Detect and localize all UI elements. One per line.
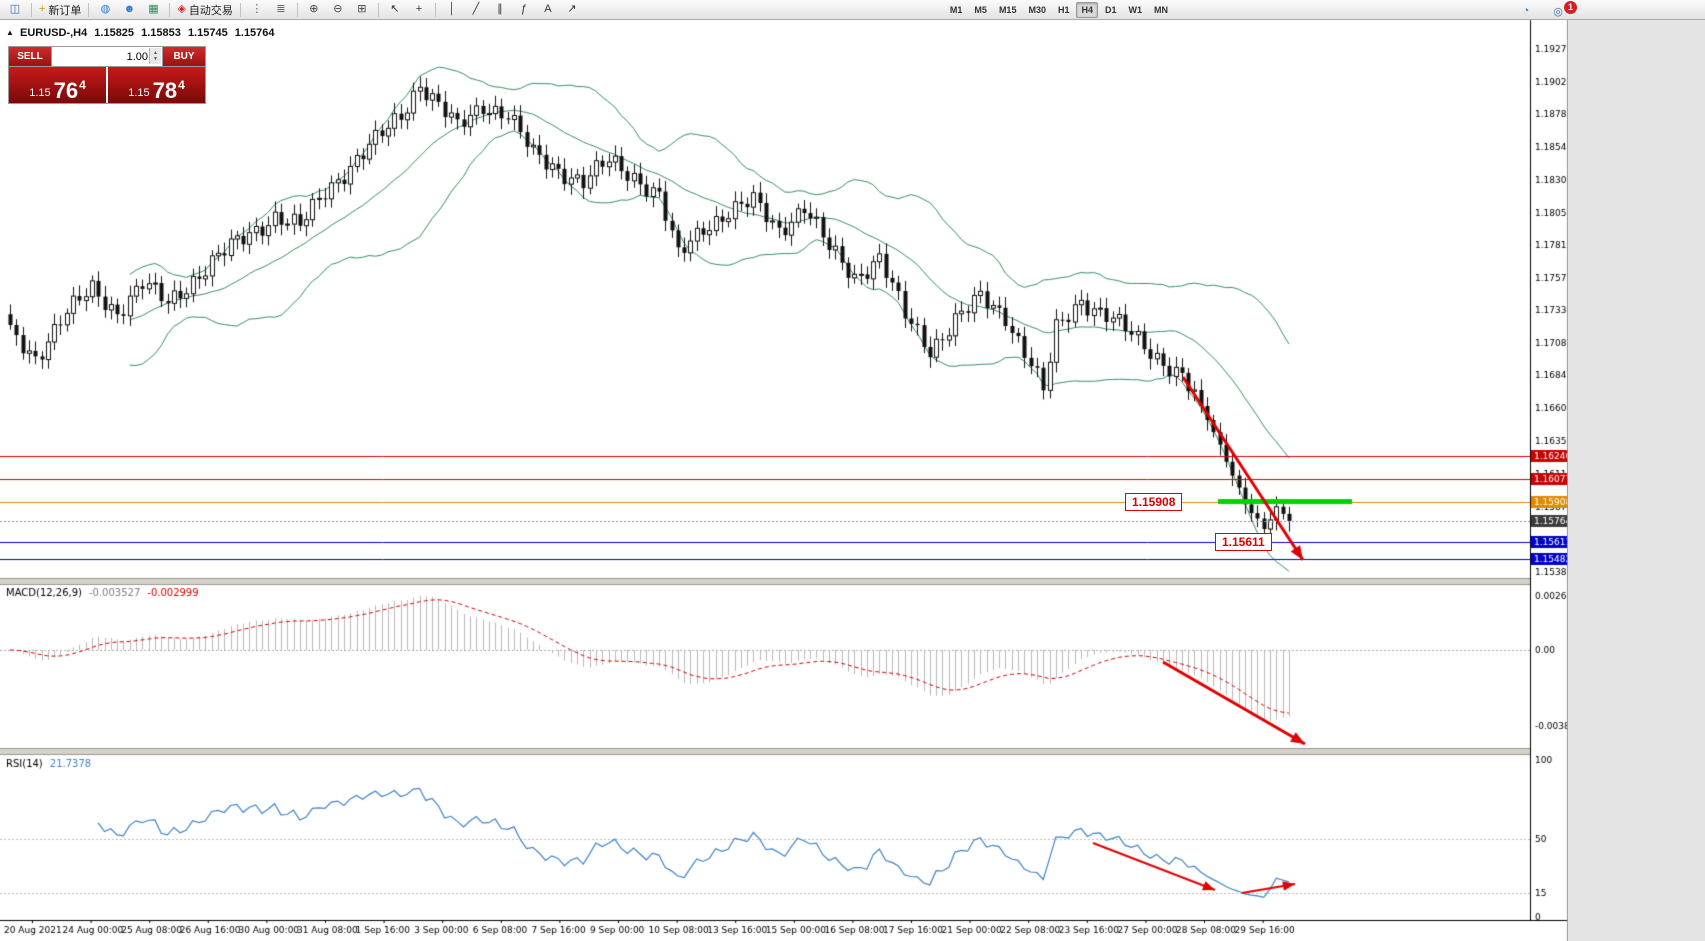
open-price: 1.15825 [94, 27, 135, 39]
timeframe-m15[interactable]: M15 [998, 4, 1017, 15]
ideas-icon[interactable]: ◍ [93, 1, 117, 19]
toolbar-separator [239, 2, 241, 17]
toolbar-right-icons: ◔ ◎ [1514, 2, 1570, 20]
symbol-timeframe: EURUSD-,H4 [19, 27, 88, 39]
tick-chart-icon: ⋮ [251, 3, 263, 15]
toolbar-groups: ◫ + 新订单 ◍ ☻ ▦ ◈ 自动交易 ⋮ ≣ ⊕ ⊖ ⊞ ↖ + │ ╱ ∥ ƒ A ↗ [3, 1, 584, 19]
trendline-tool[interactable]: ╱ [464, 1, 488, 19]
chart-ohlc-header: ▲ EURUSD-,H4 1.15825 1.15853 1.15745 1.1… [6, 27, 279, 39]
new-order-button-label: 新订单 [48, 4, 82, 17]
spin-down-icon[interactable]: ▼ [153, 56, 158, 62]
price-level-label-115611[interactable]: 1.15611 [1215, 533, 1272, 551]
price-level-label-115908[interactable]: 1.15908 [1125, 493, 1183, 511]
autotrading-button-label: 自动交易 [188, 4, 233, 17]
zoom-in-icon: ⊕ [309, 3, 319, 15]
depth-of-market-icon[interactable]: ≣ [269, 1, 293, 19]
volume-input[interactable]: 1.00 ▲ ▼ [51, 47, 163, 66]
high-price: 1.15853 [141, 27, 181, 39]
arrow-tool[interactable]: ↗ [560, 1, 584, 19]
fibonacci-icon: ƒ [520, 3, 527, 15]
text-icon: A [544, 3, 552, 15]
channel-tool[interactable]: ∥ [488, 1, 512, 19]
profile-icon[interactable]: ☻ [117, 1, 141, 19]
buy-button[interactable]: BUY [163, 47, 205, 66]
market-watch-icon[interactable]: ▦ [141, 1, 165, 19]
timeframe-m30[interactable]: M30 [1028, 4, 1046, 15]
grid-icon: ⊞ [357, 3, 367, 15]
volume-value: 1.00 [126, 50, 148, 63]
toolbar-separator [31, 2, 32, 17]
close-price: 1.15764 [234, 27, 275, 39]
zoom-out-button[interactable]: ⊖ [326, 1, 350, 19]
timeframe-d1[interactable]: D1 [1105, 4, 1117, 15]
vertical-line-icon: │ [448, 3, 456, 15]
vertical-line-tool[interactable]: │ [440, 1, 464, 19]
buy-price-big: 78 [152, 78, 178, 103]
fibonacci-tool[interactable]: ƒ [512, 1, 536, 19]
timeframe-h4[interactable]: H4 [1076, 1, 1098, 18]
timeframe-h1[interactable]: H1 [1057, 4, 1070, 15]
autotrading-icon: ◈ [177, 3, 186, 15]
crosshair-icon: + [415, 3, 423, 15]
cursor-button[interactable]: ↖ [383, 1, 407, 19]
toolbar: ◫ + 新订单 ◍ ☻ ▦ ◈ 自动交易 ⋮ ≣ ⊕ ⊖ ⊞ ↖ + │ ╱ ∥ ƒ A ↗ M1 M5 M15 M30 H1 H… [0, 0, 1705, 20]
sell-price-button[interactable]: 1.15 76 4 [9, 67, 106, 103]
tick-chart-icon[interactable]: ⋮ [245, 1, 269, 19]
collapse-panel-icon[interactable]: ▲ [6, 28, 14, 37]
timeframe-m1[interactable]: M1 [949, 4, 963, 15]
one-click-trade-panel: SELL 1.00 ▲ ▼ BUY 1.15 76 4 1.15 78 4 [8, 46, 206, 104]
new-order-button[interactable]: + 新订单 [36, 1, 84, 19]
sell-button[interactable]: SELL [9, 47, 51, 66]
new-chart-button[interactable]: ◫ [3, 1, 27, 19]
spin-up-icon[interactable]: ▲ [153, 50, 158, 56]
buy-price-small: 1.15 [128, 87, 150, 99]
new-order-icon: + [39, 3, 46, 15]
buy-price-pip: 4 [178, 78, 185, 92]
chart-canvas[interactable] [0, 0, 1568, 941]
text-tool[interactable]: A [536, 1, 560, 19]
toolbar-separator [296, 2, 298, 17]
grid-button[interactable]: ⊞ [350, 1, 374, 19]
profile-icon: ☻ [123, 3, 136, 15]
toolbar-separator [169, 2, 171, 17]
zoom-out-icon: ⊖ [333, 3, 343, 15]
ideas-icon: ◍ [100, 3, 111, 15]
toolbar-separator [88, 2, 90, 17]
trendline-icon: ╱ [472, 3, 480, 15]
buy-price-button[interactable]: 1.15 78 4 [108, 67, 205, 103]
cursor-icon: ↖ [390, 3, 400, 15]
crosshair-button[interactable]: + [407, 1, 431, 19]
low-price: 1.15745 [187, 27, 228, 39]
sell-price-big: 76 [53, 78, 79, 103]
volume-spinner[interactable]: ▲ ▼ [149, 48, 161, 64]
depth-of-market-icon: ≣ [276, 3, 286, 15]
timeframe-m5[interactable]: M5 [974, 4, 987, 15]
toolbar-separator [434, 2, 436, 17]
zoom-in-button[interactable]: ⊕ [302, 1, 326, 19]
trade-panel-top-row: SELL 1.00 ▲ ▼ BUY [9, 47, 205, 67]
new-chart-icon: ◫ [9, 3, 21, 15]
timeframe-w1[interactable]: W1 [1128, 4, 1143, 15]
alerts-icon[interactable]: ◎ [1553, 5, 1563, 18]
toolbar-separator [377, 2, 379, 17]
sell-price-pip: 4 [79, 78, 86, 92]
timeframe-mn[interactable]: MN [1154, 4, 1169, 15]
timeframe-buttons: M1 M5 M15 M30 H1 H4 D1 W1 MN [944, 1, 1174, 18]
arrow-icon: ↗ [567, 3, 577, 15]
chat-icon[interactable]: ◔ [1522, 5, 1530, 17]
trade-panel-price-row: 1.15 76 4 1.15 78 4 [9, 67, 205, 103]
sell-price-small: 1.15 [29, 87, 51, 99]
market-watch-icon: ▦ [148, 3, 159, 15]
channel-icon: ∥ [497, 3, 503, 15]
notification-badge[interactable]: 1 [1564, 1, 1577, 14]
autotrading-button[interactable]: ◈ 自动交易 [174, 1, 235, 19]
